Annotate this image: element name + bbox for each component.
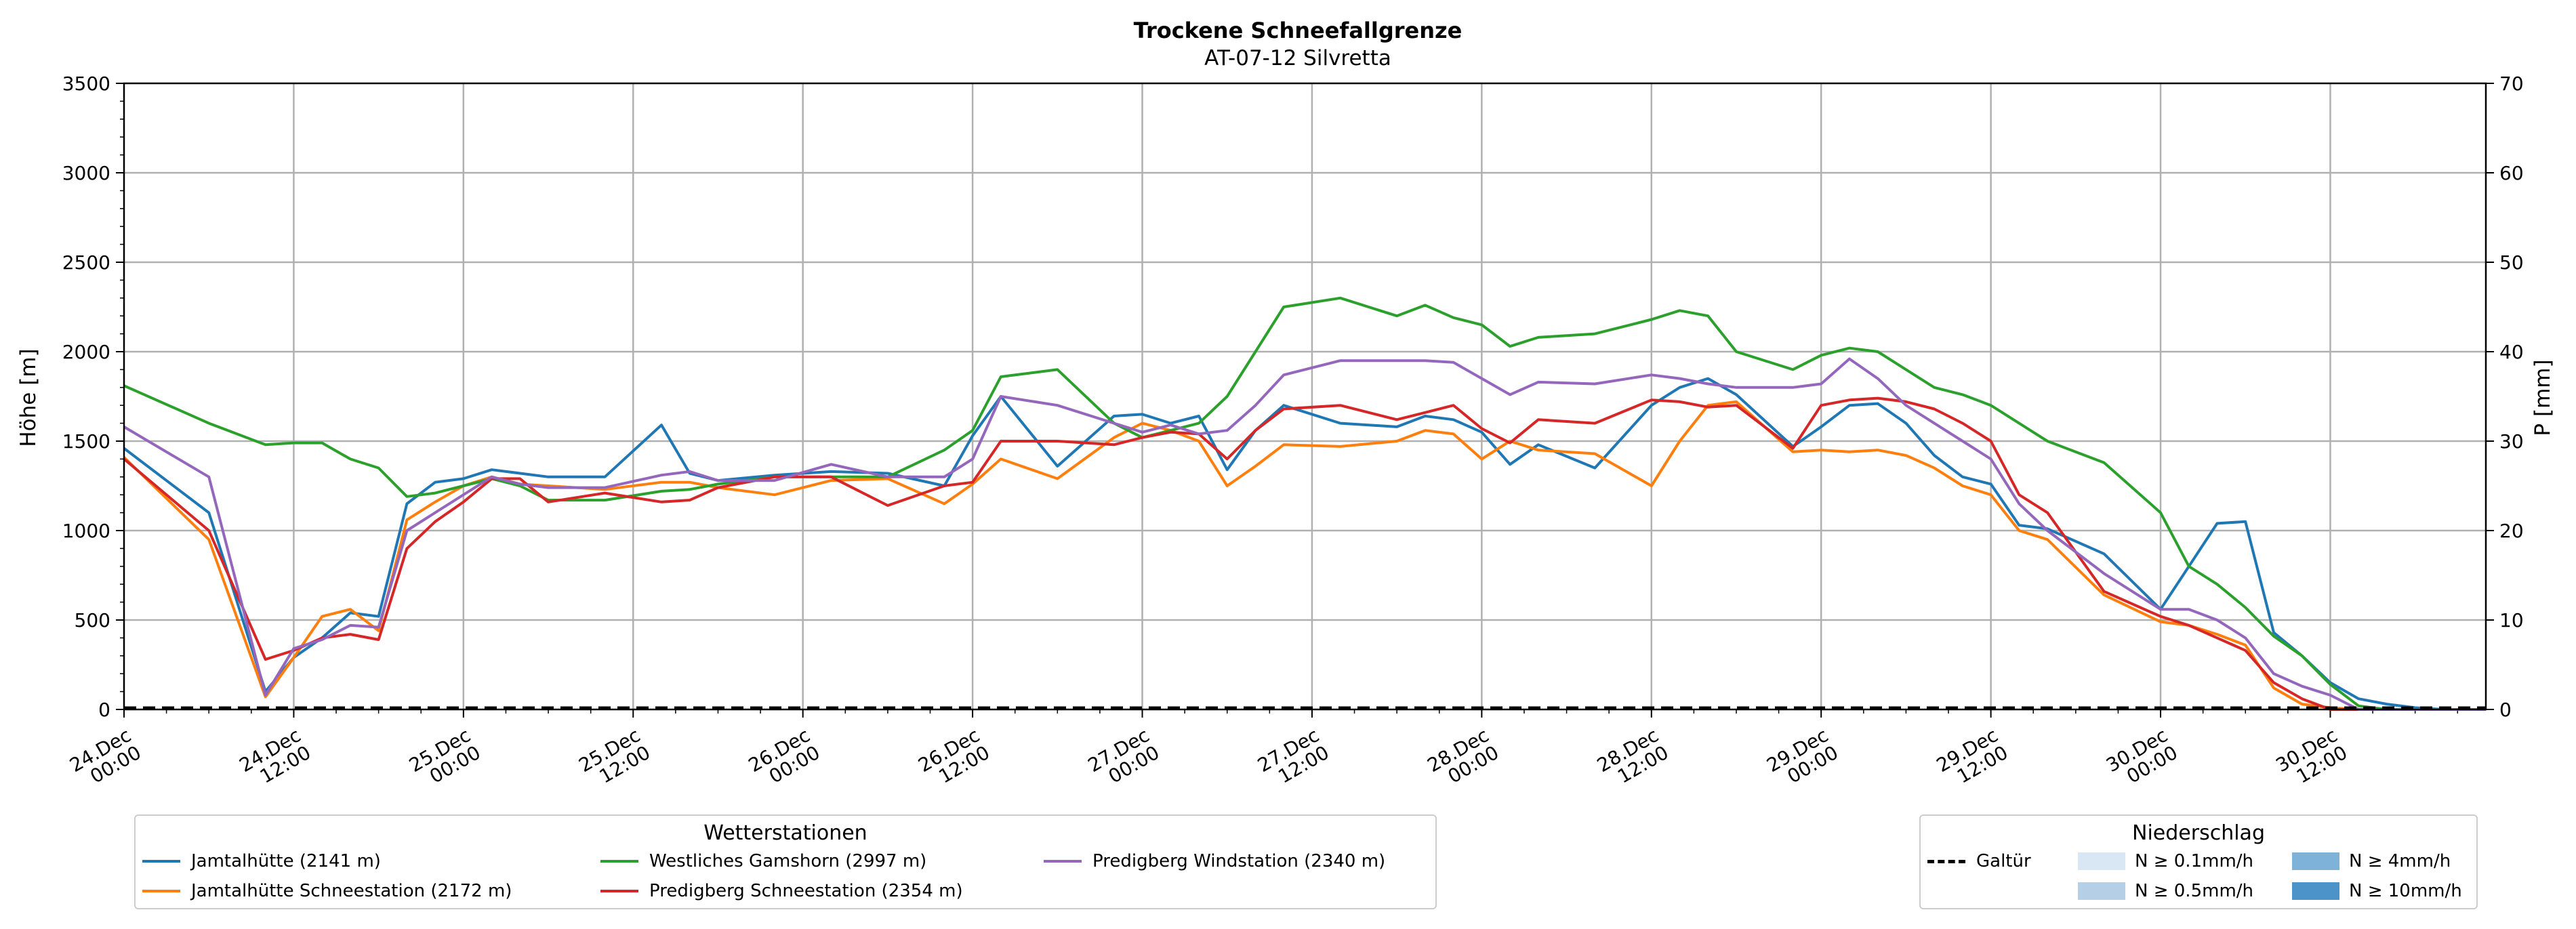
y-axis-label: Höhe [m]: [16, 348, 41, 447]
x-tick-label: 29.Dec00:00: [1763, 724, 1842, 793]
legend-swatch: [142, 890, 180, 892]
y2-tick-label: 0: [2499, 699, 2512, 721]
legend-label: Westliches Gamshorn (2997 m): [649, 851, 927, 871]
series-line-jamtalhütte-schneestation: [123, 400, 2486, 711]
legend-item-jamtalhuette-schneestation: Jamtalhütte Schneestation (2172 m): [142, 881, 512, 901]
y2-tick-label: 40: [2499, 341, 2524, 363]
legend-label: N ≥ 0.1mm/h: [2135, 851, 2254, 871]
legend-swatch: [2292, 852, 2339, 870]
stations-legend-title: Wetterstationen: [703, 821, 867, 845]
legend-item-n-0-5: N ≥ 0.5mm/h: [2078, 881, 2253, 901]
y-tick-label: 1000: [62, 520, 110, 542]
legend-label: N ≥ 10mm/h: [2349, 881, 2462, 901]
legend-label: Predigberg Schneestation (2354 m): [649, 881, 963, 901]
y2-axis-label: P [mm]: [2531, 359, 2555, 436]
legend-label: Jamtalhütte (2141 m): [191, 851, 381, 871]
plot-frame: [123, 82, 2487, 711]
series-lines: [123, 296, 2486, 711]
legend-swatch: [2292, 882, 2339, 900]
x-tick-label: 27.Dec12:00: [1254, 724, 1333, 793]
x-tick-label: 24.Dec00:00: [66, 724, 145, 793]
axis-ticks: 0 0 500 10 1000 20 1500 30 2000 40 2500 50 3000 60 350…: [62, 73, 2524, 793]
legend-label: Predigberg Windstation (2340 m): [1092, 851, 1386, 871]
chart-subtitle: AT-07-12 Silvretta: [1204, 46, 1391, 70]
series-line-predigberg-windstation: [123, 357, 2486, 711]
legend-item-westliches-gamshorn: Westliches Gamshorn (2997 m): [600, 851, 926, 871]
y-tick-label: 1500: [62, 430, 110, 453]
y2-tick-label: 70: [2499, 73, 2524, 95]
y-tick-label: 3000: [62, 162, 110, 184]
legend-item-n-0-1: N ≥ 0.1mm/h: [2078, 851, 2253, 871]
x-tick-label: 26.Dec12:00: [914, 724, 994, 793]
y-tick-label: 2000: [62, 341, 110, 363]
legend-label: Jamtalhütte Schneestation (2172 m): [191, 881, 512, 901]
legend-item-galtur: Galtür: [1927, 851, 2031, 871]
stations-legend: Wetterstationen Jamtalhütte (2141 m) Jam…: [134, 814, 1437, 909]
legend-item-jamtalhuette: Jamtalhütte (2141 m): [142, 851, 381, 871]
x-tick-label: 26.Dec00:00: [745, 724, 824, 793]
precip-legend: Niederschlag Galtür N ≥ 0.1mm/h N ≥ 0.5m…: [1919, 814, 2478, 909]
legend-label: N ≥ 4mm/h: [2349, 851, 2451, 871]
precip-legend-title: Niederschlag: [2132, 821, 2265, 845]
series-line-westliches-gamshorn: [123, 296, 2486, 711]
y2-tick-label: 20: [2499, 520, 2524, 542]
y-tick-label: 3500: [62, 73, 110, 95]
legend-label: Galtür: [1976, 851, 2031, 871]
y-tick-label: 2500: [62, 251, 110, 274]
legend-swatch: [142, 860, 180, 863]
legend-swatch: [600, 860, 638, 863]
y2-tick-label: 30: [2499, 430, 2524, 453]
legend-swatch: [1927, 859, 1965, 863]
series-line-predigberg-schneestation: [123, 396, 2486, 711]
x-tick-label: 27.Dec00:00: [1084, 724, 1164, 793]
y2-tick-label: 50: [2499, 251, 2524, 274]
legend-swatch: [2078, 882, 2125, 900]
legend-item-predigberg-windstation: Predigberg Windstation (2340 m): [1044, 851, 1385, 871]
y-tick-label: 0: [98, 699, 110, 721]
x-tick-label: 28.Dec00:00: [1423, 724, 1502, 793]
y-tick-label: 500: [75, 609, 110, 632]
grid-lines: [124, 83, 2486, 709]
legend-swatch: [1044, 860, 1082, 863]
series-line-jamtalhütte: [123, 377, 2486, 711]
x-tick-label: 30.Dec12:00: [2272, 724, 2352, 793]
x-tick-label: 30.Dec00:00: [2102, 724, 2182, 793]
x-tick-label: 25.Dec12:00: [575, 724, 654, 793]
chart-title: Trockene Schneefallgrenze: [1134, 18, 1463, 43]
x-tick-label: 28.Dec12:00: [1593, 724, 1673, 793]
legend-item-n-10: N ≥ 10mm/h: [2292, 881, 2462, 901]
legend-item-predigberg-schneestation: Predigberg Schneestation (2354 m): [600, 881, 963, 901]
legend-swatch: [600, 890, 638, 892]
x-tick-label: 29.Dec12:00: [1933, 724, 2012, 793]
legend-label: N ≥ 0.5mm/h: [2135, 881, 2254, 901]
x-tick-label: 24.Dec12:00: [236, 724, 315, 793]
legend-swatch: [2078, 852, 2125, 870]
y2-tick-label: 10: [2499, 609, 2524, 632]
y2-tick-label: 60: [2499, 162, 2524, 184]
x-tick-label: 25.Dec00:00: [405, 724, 485, 793]
legend-item-n-4: N ≥ 4mm/h: [2292, 851, 2451, 871]
